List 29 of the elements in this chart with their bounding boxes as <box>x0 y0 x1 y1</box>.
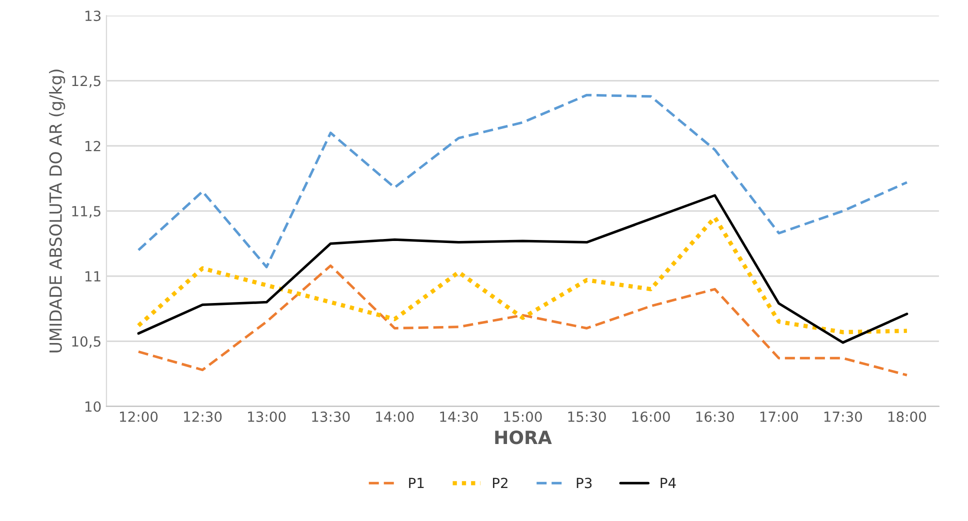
x-tick-label: 15:00 <box>504 411 542 422</box>
x-tick-label: 12:30 <box>184 411 222 422</box>
y-axis-title: UMIDADE ABSOLUTA DO AR (g/kg) <box>49 70 66 352</box>
y-tick-label: 11,5 <box>72 206 100 218</box>
x-tick-label: 17:00 <box>760 411 798 422</box>
line-series <box>137 194 908 344</box>
line-series <box>137 94 908 268</box>
legend-label: P2 <box>492 478 508 488</box>
y-tick-label: 11 <box>85 271 100 282</box>
x-tick-label: 12:00 <box>120 411 158 422</box>
legend-label: P3 <box>576 478 592 488</box>
y-tick-label: 10 <box>85 401 101 412</box>
y-tick-label: 12,5 <box>72 76 100 88</box>
x-tick-label: 13:30 <box>312 411 350 422</box>
x-tick-label: 13:00 <box>248 411 286 422</box>
x-tick-label: 15:30 <box>568 411 606 422</box>
line-series <box>137 264 908 376</box>
x-tick-label: 14:30 <box>440 411 478 422</box>
x-tick-label: 14:00 <box>376 411 414 422</box>
legend-label: P1 <box>409 478 424 488</box>
x-axis-title: HORA <box>495 430 552 444</box>
y-tick-label: 13 <box>85 10 101 22</box>
x-tick-label: 17:30 <box>824 411 862 422</box>
x-tick-label: 18:00 <box>888 411 926 422</box>
x-tick-label: 16:30 <box>696 411 734 422</box>
legend-label: P4 <box>660 478 676 488</box>
x-tick-label: 16:00 <box>632 411 670 422</box>
y-tick-label: 10,5 <box>72 336 100 348</box>
y-tick-label: 12 <box>85 140 100 152</box>
